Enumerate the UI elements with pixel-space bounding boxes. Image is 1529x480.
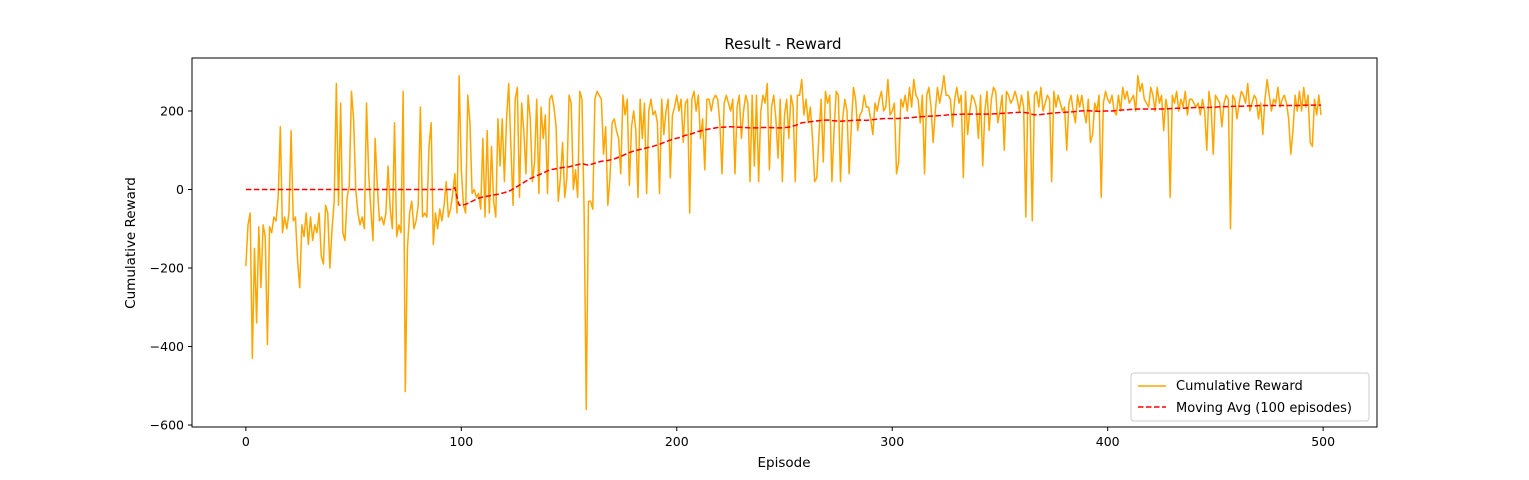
y-tick-label: 0 [176, 182, 184, 197]
y-tick-label: −400 [150, 339, 184, 354]
x-tick-label: 300 [880, 434, 904, 449]
x-tick-label: 400 [1096, 434, 1120, 449]
x-axis: 0 100 200 300 400 500 [242, 427, 1335, 449]
moving-avg-line [245, 104, 1321, 206]
x-tick-label: 0 [242, 434, 250, 449]
legend-box [1130, 372, 1370, 422]
legend: Cumulative Reward Moving Avg (100 episod… [1130, 372, 1370, 422]
series-layer [245, 74, 1322, 411]
x-axis-label: Episode [757, 455, 810, 471]
x-tick-label: 500 [1311, 434, 1335, 449]
y-tick-label: 200 [160, 103, 184, 118]
x-tick-label: 200 [665, 434, 689, 449]
y-tick-label: −200 [150, 261, 184, 276]
plot-area-frame [191, 57, 1378, 428]
y-axis: −600 −400 −200 0 200 [150, 103, 192, 433]
cumulative-reward-line [245, 74, 1322, 411]
legend-label-cumulative-reward: Cumulative Reward [1176, 379, 1303, 394]
y-tick-label: −600 [150, 418, 184, 433]
legend-label-moving-avg: Moving Avg (100 episodes) [1176, 401, 1352, 416]
x-tick-label: 100 [449, 434, 473, 449]
y-axis-label: Cumulative Reward [123, 177, 139, 309]
chart-title: Result - Reward [724, 35, 841, 53]
